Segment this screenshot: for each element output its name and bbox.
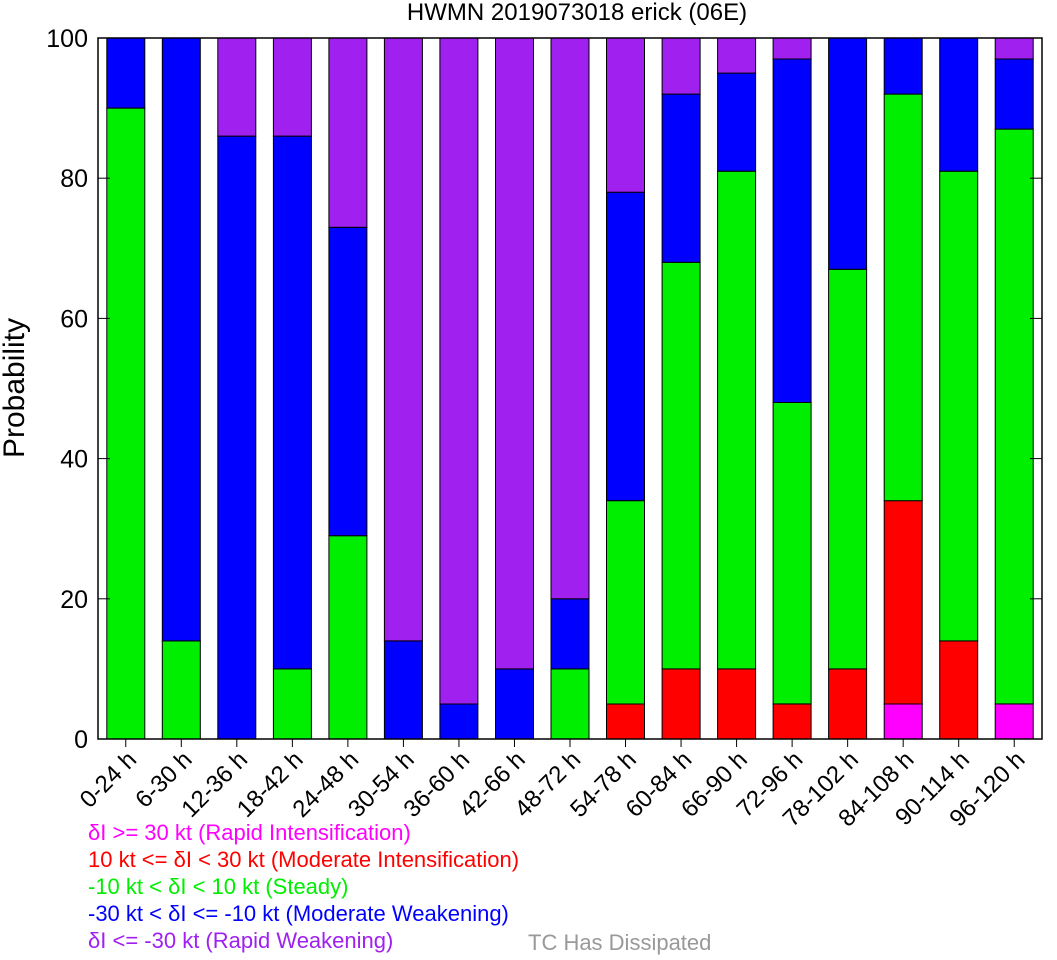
bar-segment-15-1: [939, 640, 979, 740]
bar-segment-13-1: [828, 668, 868, 740]
bar-segment-6-3: [439, 703, 479, 740]
bar-segment-1-3: [161, 37, 201, 642]
bar-segment-3-2: [272, 668, 312, 740]
bar-segment-15-3: [939, 37, 979, 172]
y-tick-label-4: 80: [60, 165, 88, 193]
legend-entry-0: δI >= 30 kt (Rapid Intensification): [88, 820, 411, 845]
bar-segment-10-1: [661, 668, 701, 740]
legend-entry-3: -30 kt < δI <= -10 kt (Moderate Weakenin…: [88, 901, 509, 926]
bar-segment-14-1: [883, 500, 923, 705]
bar-segment-8-3: [550, 598, 590, 670]
bar-segment-6-4: [439, 37, 479, 705]
bar-segment-8-4: [550, 37, 590, 600]
y-tick-label-0: 0: [74, 726, 88, 754]
legend-entry-4: δI <= -30 kt (Rapid Weakening): [88, 928, 394, 953]
bar-segment-14-0: [883, 703, 923, 740]
bar-segment-10-2: [661, 261, 701, 670]
bar-segment-12-1: [772, 703, 812, 740]
y-tick-label-1: 20: [60, 586, 88, 614]
bar-segment-11-1: [717, 668, 757, 740]
bar-segment-5-4: [383, 37, 423, 642]
x-tick-label-0: 0-24 h: [75, 746, 142, 813]
bar-segment-11-2: [717, 170, 757, 670]
bar-segment-3-4: [272, 37, 312, 137]
bar-segment-3-3: [272, 135, 312, 670]
bar-segment-9-2: [606, 500, 645, 705]
bar-segment-16-4: [994, 37, 1034, 60]
bar-segment-16-3: [994, 58, 1034, 130]
y-tick-label-2: 40: [60, 446, 88, 474]
bar-segment-16-0: [994, 703, 1034, 740]
y-tick-label-5: 100: [46, 25, 88, 53]
bar-segment-7-4: [495, 37, 534, 670]
bar-segment-11-3: [717, 72, 757, 172]
chart-title: HWMN 2019073018 erick (06E): [407, 0, 747, 26]
bar-segment-12-3: [772, 58, 812, 403]
bar-segment-5-3: [383, 640, 423, 740]
bar-segment-4-3: [328, 226, 368, 537]
bar-segment-14-3: [883, 37, 923, 95]
bar-segment-9-3: [606, 191, 645, 502]
bar-segment-13-3: [828, 37, 868, 270]
legend-entry-1: 10 kt <= δI < 30 kt (Moderate Intensific…: [88, 847, 520, 872]
bar-segment-12-2: [772, 402, 812, 705]
bar-segment-4-2: [328, 535, 368, 740]
bar-segment-2-3: [217, 135, 257, 740]
bar-segment-11-4: [717, 37, 757, 74]
bar-segment-10-3: [661, 93, 701, 263]
bar-segment-4-4: [328, 37, 368, 228]
bar-segment-15-2: [939, 170, 979, 642]
axes: [97, 37, 1043, 747]
bar-segment-12-4: [772, 37, 812, 60]
y-axis-label: Probability: [0, 318, 31, 458]
y-tick-label-3: 60: [60, 305, 88, 333]
bar-segment-10-4: [661, 37, 701, 95]
legend-entry-2: -10 kt < δI < 10 kt (Steady): [88, 874, 349, 899]
y-tick-labels: 0 20 40 60 80 100: [46, 25, 88, 754]
bar-segment-0-2: [106, 107, 146, 740]
bar-segment-13-2: [828, 268, 868, 670]
bar-segment-16-2: [994, 128, 1034, 705]
bar-segment-8-2: [550, 668, 590, 740]
bar-segment-9-1: [606, 703, 645, 740]
bar-segment-0-3: [106, 37, 146, 109]
bar-segment-2-4: [217, 37, 257, 137]
bar-segment-7-3: [495, 668, 534, 740]
bar-segment-1-2: [161, 640, 201, 740]
bars: [106, 37, 1034, 740]
bar-segment-9-4: [606, 37, 645, 193]
legend-entry-dissipated: TC Has Dissipated: [528, 930, 712, 955]
bar-segment-14-2: [883, 93, 923, 502]
